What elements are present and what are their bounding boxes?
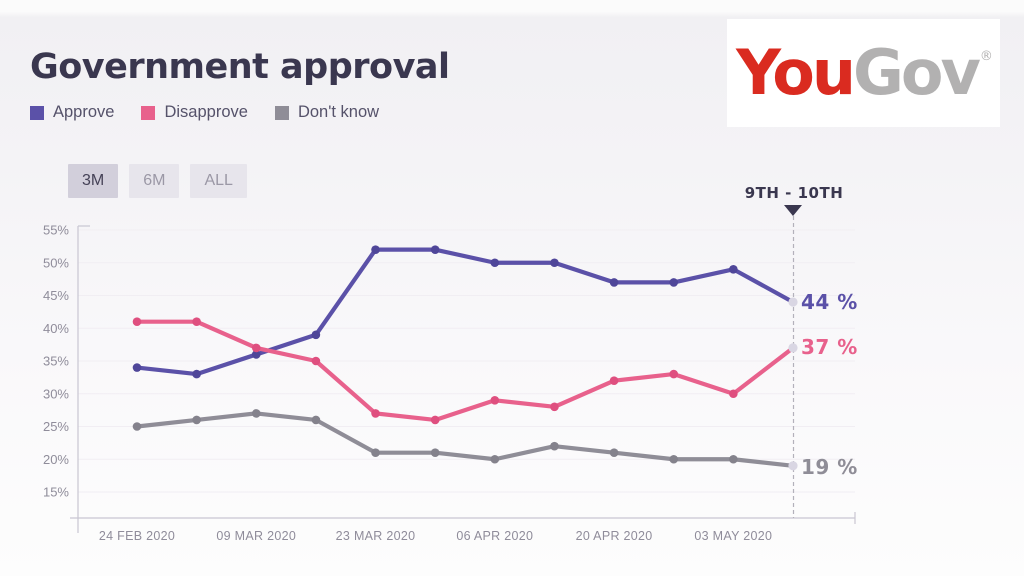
data-point-don-t-know[interactable]: [729, 454, 738, 464]
data-point-approve[interactable]: [609, 278, 619, 287]
y-axis-tick-label: 40%: [43, 321, 69, 336]
x-axis-tick-label: 03 MAY 2020: [694, 529, 772, 543]
legend-label-approve: Approve: [53, 103, 115, 121]
x-axis-tick-label: 20 APR 2020: [576, 529, 653, 543]
data-point-approve[interactable]: [550, 258, 559, 268]
page-title: Government approval: [30, 47, 450, 88]
legend-label-dont-know: Don't know: [297, 103, 380, 121]
legend-item-disapprove: Disapprove: [141, 103, 248, 122]
approval-line-chart: 55% 50% 45% 40% 35% 30% 25% 20% 15% 24 FEB 2020 09…: [43, 216, 856, 543]
y-axis-tick-label: 35%: [43, 354, 69, 369]
data-point-approve[interactable]: [729, 265, 738, 274]
dont-know-current-value: 19 %: [801, 455, 858, 479]
data-point-disapprove[interactable]: [251, 343, 261, 353]
data-point-don-t-know[interactable]: [311, 415, 321, 425]
chart-legend: Approve Disapprove Don't know: [30, 103, 379, 122]
data-point-approve[interactable]: [490, 258, 500, 268]
disapprove-current-value: 37 %: [801, 335, 858, 359]
data-point-disapprove[interactable]: [371, 409, 380, 418]
x-axis-tick-label: 24 FEB 2020: [99, 529, 175, 543]
data-point-don-t-know[interactable]: [550, 441, 559, 451]
range-button-3m[interactable]: 3M: [68, 164, 119, 198]
y-axis-tick-label: 15%: [43, 485, 69, 500]
legend-item-dont-know: Don't know: [274, 103, 380, 122]
disapprove-swatch-icon: [141, 105, 156, 120]
fieldwork-date-annotation: 9TH - 10TH: [744, 184, 844, 202]
data-point-don-t-know[interactable]: [490, 454, 500, 464]
data-point-disapprove[interactable]: [192, 317, 201, 327]
data-point-don-t-know[interactable]: [371, 448, 380, 458]
data-point-disapprove[interactable]: [729, 389, 738, 399]
yougov-logo: YouGov ®: [736, 42, 993, 104]
data-point-approve[interactable]: [371, 245, 380, 254]
data-point-approve[interactable]: [788, 297, 798, 307]
x-axis-tick-label: 06 APR 2020: [456, 529, 533, 543]
data-point-disapprove[interactable]: [669, 369, 679, 379]
data-point-don-t-know[interactable]: [251, 409, 261, 418]
yougov-logo-card: YouGov ®: [727, 19, 1000, 127]
annotation-arrow-down-icon: [784, 205, 802, 216]
data-point-don-t-know[interactable]: [669, 454, 679, 464]
data-point-don-t-know[interactable]: [609, 448, 619, 458]
logo-gov-text: Gov: [853, 36, 981, 109]
series-line-don-t-know: [134, 411, 796, 468]
approve-swatch-icon: [30, 105, 44, 120]
y-axis-tick-label: 45%: [43, 288, 69, 303]
y-axis-tick-label: 30%: [43, 386, 69, 401]
x-axis-tick-label: 23 MAR 2020: [336, 529, 416, 543]
logo-you-text: You: [736, 36, 856, 109]
y-axis-tick-label: 25%: [43, 419, 69, 434]
data-point-disapprove[interactable]: [430, 415, 440, 425]
series-line-approve: [134, 247, 796, 377]
dont-know-swatch-icon: [274, 105, 289, 120]
registered-trademark-icon: ®: [979, 49, 993, 64]
range-button-all[interactable]: ALL: [190, 164, 247, 198]
data-point-approve[interactable]: [192, 369, 201, 379]
data-point-disapprove[interactable]: [788, 343, 798, 353]
data-point-don-t-know[interactable]: [192, 415, 201, 425]
data-point-disapprove[interactable]: [550, 402, 559, 412]
legend-item-approve: Approve: [30, 103, 114, 122]
y-axis-tick-label: 20%: [43, 452, 69, 467]
data-point-approve[interactable]: [311, 330, 321, 340]
time-range-selector: 3M 6M ALL: [68, 164, 247, 198]
y-axis-tick-label: 55%: [43, 223, 69, 238]
data-point-disapprove[interactable]: [490, 396, 500, 405]
data-point-don-t-know[interactable]: [430, 448, 440, 458]
data-point-approve[interactable]: [430, 245, 440, 254]
data-point-don-t-know[interactable]: [132, 422, 142, 431]
x-axis-tick-label: 09 MAR 2020: [216, 529, 296, 543]
series-line-disapprove: [134, 319, 796, 423]
data-point-disapprove[interactable]: [609, 376, 619, 385]
data-point-disapprove[interactable]: [311, 356, 321, 366]
approve-current-value: 44 %: [801, 290, 858, 314]
legend-label-disapprove: Disapprove: [164, 103, 248, 121]
range-button-6m[interactable]: 6M: [129, 164, 180, 198]
data-point-approve[interactable]: [251, 350, 261, 359]
data-point-disapprove[interactable]: [132, 317, 142, 327]
data-point-approve[interactable]: [132, 363, 142, 372]
data-point-don-t-know[interactable]: [788, 461, 798, 471]
y-axis-tick-label: 50%: [43, 255, 69, 270]
data-point-approve[interactable]: [669, 278, 679, 287]
